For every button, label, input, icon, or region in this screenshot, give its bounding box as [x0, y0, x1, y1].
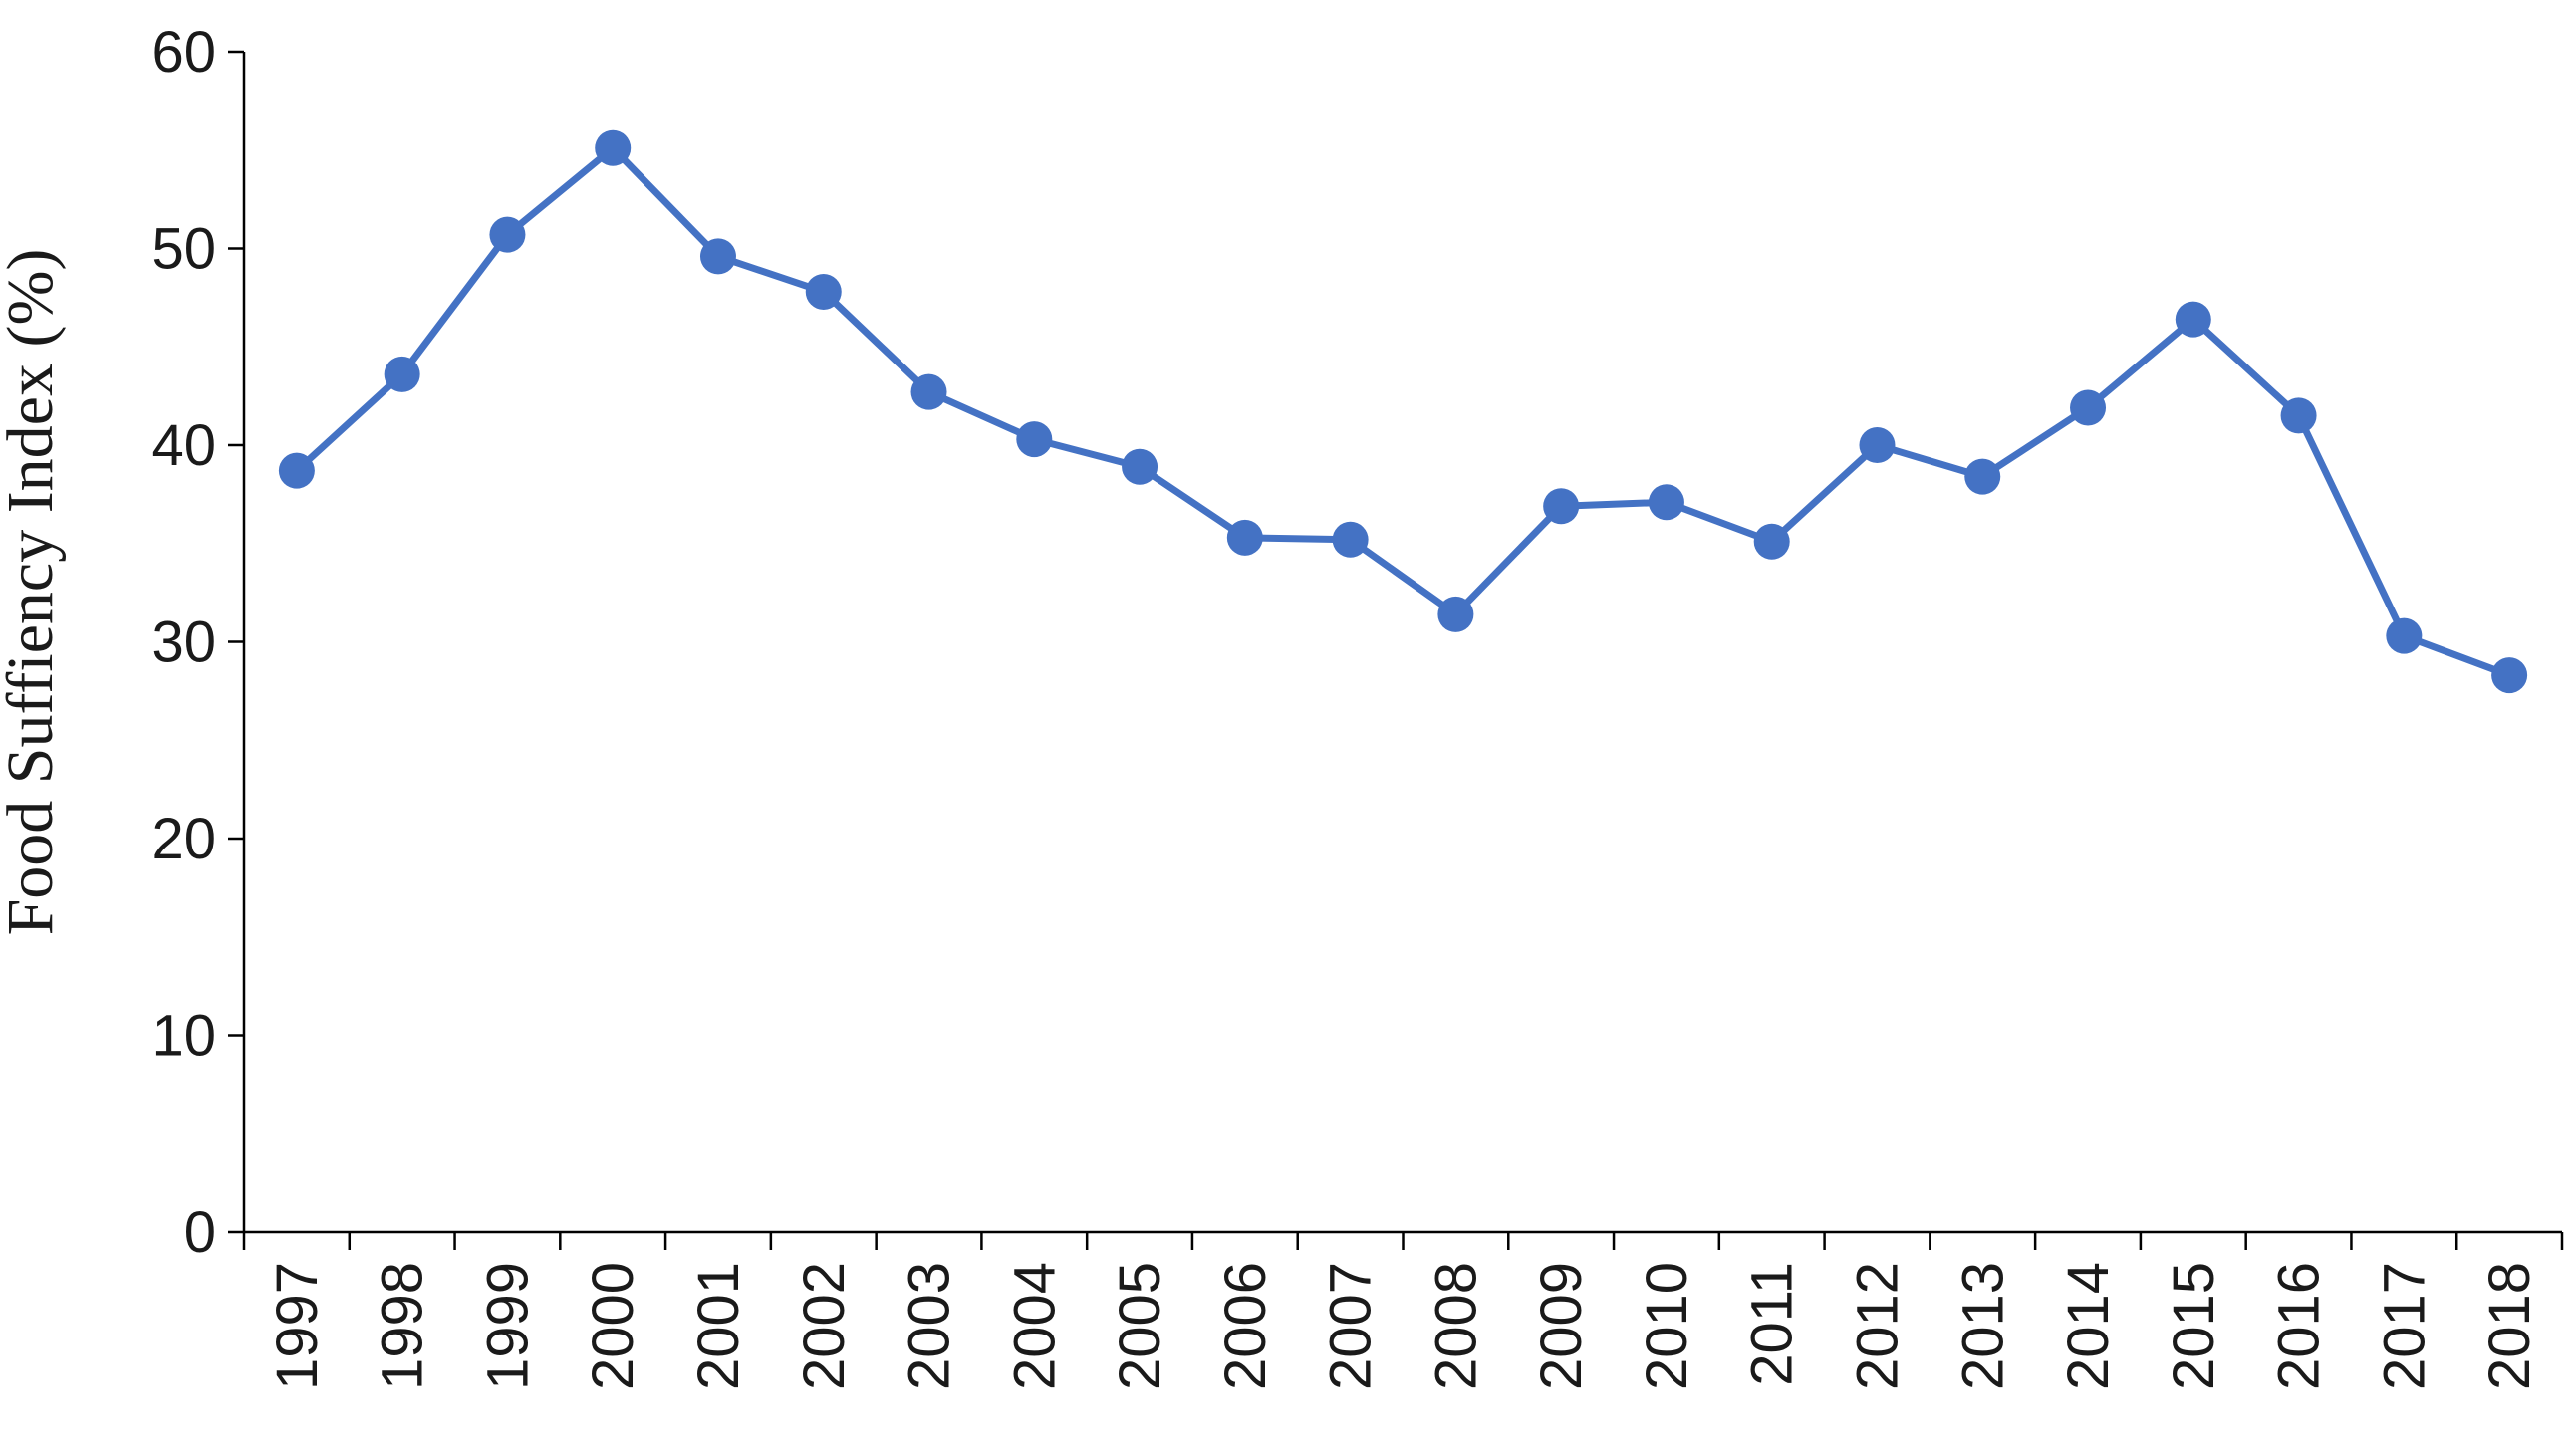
y-tick-label: 60: [151, 20, 216, 85]
data-point: [805, 273, 842, 310]
x-tick-label: 2017: [2372, 1262, 2437, 1390]
x-tick-label: 2004: [1002, 1262, 1067, 1390]
data-point: [910, 373, 947, 410]
x-tick-label: 2013: [1950, 1262, 2015, 1390]
x-tick-label: 2014: [2056, 1262, 2121, 1390]
x-tick-label: 1999: [475, 1262, 540, 1390]
y-tick-label: 40: [151, 413, 216, 478]
series-line: [293, 144, 2513, 679]
x-tick-label: 2007: [1319, 1262, 1384, 1390]
x-tick-label: 2001: [686, 1262, 751, 1390]
data-point: [2175, 301, 2211, 338]
x-tick-label: 2015: [2162, 1262, 2226, 1390]
x-tick-label: 2018: [2477, 1262, 2542, 1390]
x-tick-label: 2002: [792, 1262, 857, 1390]
data-point: [1648, 484, 1684, 521]
x-tick-label: 2009: [1529, 1262, 1594, 1390]
y-tick-label: 30: [151, 610, 216, 675]
x-tick-label: 2006: [1213, 1262, 1278, 1390]
data-point: [1226, 519, 1263, 556]
series-layer: [278, 129, 2528, 694]
axes: [228, 50, 2564, 1250]
y-tick-label: 0: [184, 1200, 216, 1265]
x-tick-label: 2000: [581, 1262, 645, 1390]
y-axis-title: Food Suffiency Index (%): [0, 249, 67, 936]
x-tick-label: 2012: [1845, 1262, 1910, 1390]
y-tick-label: 50: [151, 217, 216, 282]
data-point: [1016, 421, 1053, 458]
data-point: [1122, 448, 1158, 485]
data-point: [2491, 657, 2528, 694]
x-tick-label: 1998: [371, 1262, 435, 1390]
y-tick-label: 20: [151, 807, 216, 871]
y-tick-label: 10: [151, 1004, 216, 1069]
data-point: [1859, 427, 1896, 463]
data-point: [489, 216, 526, 253]
x-tick-label: 1997: [265, 1262, 330, 1390]
data-point: [2280, 397, 2317, 434]
x-tick-label: 2008: [1423, 1262, 1488, 1390]
data-point: [278, 452, 315, 489]
x-tick-label: 2010: [1635, 1262, 1699, 1390]
data-point: [1964, 458, 2001, 495]
data-point: [1753, 523, 1790, 560]
data-point: [384, 356, 420, 392]
data-point: [1332, 521, 1369, 558]
x-tick-label: 2005: [1108, 1262, 1172, 1390]
data-point: [2070, 389, 2107, 426]
data-point: [2386, 617, 2423, 654]
data-point: [595, 129, 632, 166]
data-point: [1437, 596, 1474, 632]
tick-labels: 0 10 20 30 40 50 60 1997 1998 1999 2000 2001 2002 200…: [151, 20, 2542, 1390]
x-tick-label: 2016: [2267, 1262, 2332, 1390]
data-point: [1543, 488, 1580, 525]
data-point: [699, 238, 736, 275]
x-tick-label: 2011: [1740, 1262, 1805, 1386]
x-tick-label: 2003: [898, 1262, 962, 1390]
